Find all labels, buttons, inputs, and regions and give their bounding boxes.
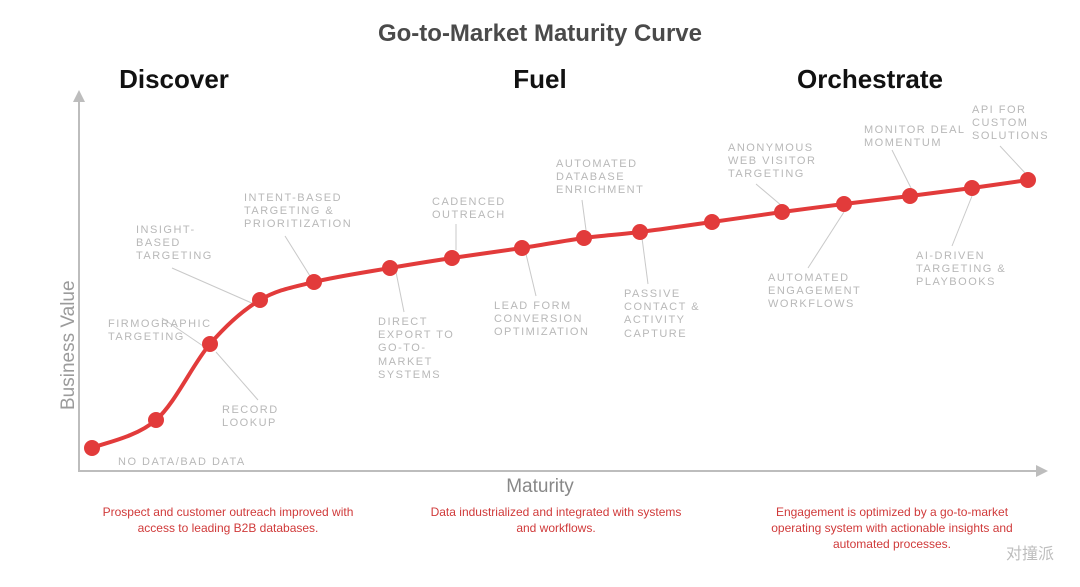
point-label-7: LEAD FORM CONVERSION OPTIMIZATION bbox=[494, 300, 644, 340]
point-label-8: AUTOMATED DATABASE ENRICHMENT bbox=[556, 158, 696, 198]
point-label-6: CADENCED OUTREACH bbox=[432, 196, 552, 222]
point-label-4: INTENT-BASED TARGETING & PRIORITIZATION bbox=[244, 192, 404, 232]
point-label-1: RECORD LOOKUP bbox=[222, 404, 342, 430]
point-label-14: API FOR CUSTOM SOLUTIONS bbox=[972, 104, 1080, 144]
watermark-text: 对撞派 bbox=[1006, 540, 1054, 564]
point-label-13: AI-DRIVEN TARGETING & PLAYBOOKS bbox=[916, 250, 1056, 290]
curve-svg bbox=[0, 0, 1080, 587]
point-label-10: ANONYMOUS WEB VISITOR TARGETING bbox=[728, 142, 868, 182]
point-label-9: PASSIVE CONTACT & ACTIVITY CAPTURE bbox=[624, 288, 754, 341]
caption-orchestrate: Engagement is optimized by a go-to-marke… bbox=[752, 504, 1032, 553]
point-label-0: NO DATA/BAD DATA bbox=[118, 456, 318, 469]
caption-discover: Prospect and customer outreach improved … bbox=[98, 504, 358, 536]
point-label-2: FIRMOGRAPHIC TARGETING bbox=[108, 318, 248, 344]
maturity-curve-figure: { "title": { "text": "Go-to-Market Matur… bbox=[0, 0, 1080, 587]
point-label-11: AUTOMATED ENGAGEMENT WORKFLOWS bbox=[768, 272, 918, 312]
caption-fuel: Data industrialized and integrated with … bbox=[426, 504, 686, 536]
point-label-5: DIRECT EXPORT TO GO-TO- MARKET SYSTEMS bbox=[378, 316, 498, 382]
